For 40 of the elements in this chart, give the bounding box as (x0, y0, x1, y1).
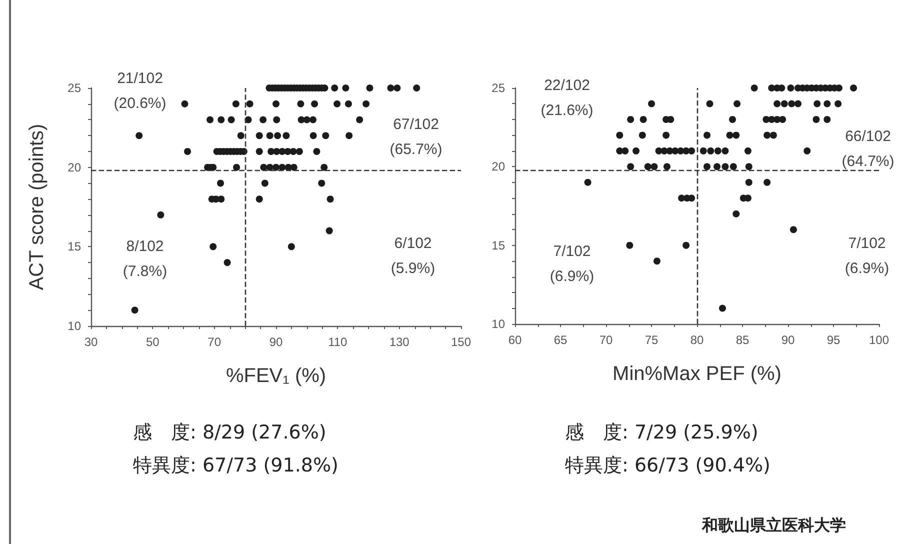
annotation: 7/102 (6.9%) (844, 235, 890, 277)
text: 感 度: 8/29 (27.6%) (133, 422, 326, 444)
x-tick-label: 60 (508, 333, 522, 347)
x-tick-label: 30 (84, 335, 98, 349)
y-axis-title: ACT score (points) (26, 124, 48, 290)
x-tick-label: 95 (826, 333, 840, 347)
x-tick-label: 85 (736, 333, 750, 347)
x-tick-label: 50 (146, 335, 160, 349)
y-tick-label: 20 (492, 160, 506, 174)
y-tick-label: 10 (68, 319, 82, 333)
annotation: 67/102 (65.7%) (390, 116, 442, 158)
y-tick-label: 10 (492, 317, 506, 331)
x-axis-title: Min%Max PEF (%) (612, 363, 782, 385)
x-tick-label: 90 (781, 333, 795, 347)
x-tick-label: 90 (269, 335, 283, 349)
annotation: 21/102 (20.6%) (114, 70, 166, 112)
x-axis-title: %FEV₁ (%) (226, 365, 326, 387)
x-tick-label: 70 (599, 333, 613, 347)
x-tick-label: 150 (450, 335, 472, 349)
x-tick-label: 130 (389, 335, 410, 349)
text: 特異度: 67/73 (91.8%) (133, 454, 338, 476)
y-tick-label: 15 (68, 240, 82, 254)
text: 感 度: 7/29 (25.9%) (565, 422, 758, 444)
x-tick-label: 100 (868, 333, 890, 347)
annotation: 7/102 (6.9%) (550, 243, 594, 285)
annotation: 66/102 (64.7%) (842, 128, 894, 170)
x-tick-label: 110 (328, 335, 348, 349)
annotation: 8/102 (7.8%) (122, 238, 168, 280)
annotation: 6/102 (5.9%) (390, 235, 436, 277)
annotation: 22/102 (21.6%) (540, 77, 594, 119)
y-tick-label: 25 (492, 81, 506, 95)
text: 和歌山県立医科大学 (701, 516, 846, 534)
text: 特異度: 66/73 (90.4%) (565, 454, 770, 476)
y-tick-label: 15 (492, 238, 506, 252)
x-tick-label: 75 (644, 333, 658, 347)
x-tick-label: 70 (208, 335, 222, 349)
y-tick-label: 25 (68, 81, 82, 95)
y-tick-label: 20 (68, 160, 82, 174)
x-tick-label: 65 (554, 333, 568, 347)
x-tick-label: 80 (690, 333, 704, 347)
